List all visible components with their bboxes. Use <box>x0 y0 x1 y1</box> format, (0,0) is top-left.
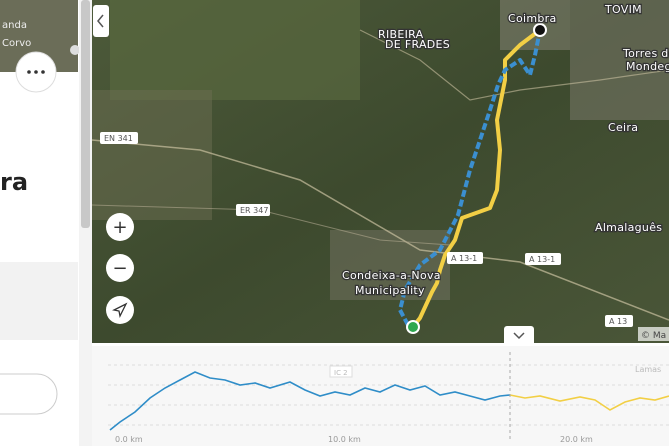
elevation-profile: IC 2 Lamas 0.0 km 10.0 km 20.0 km <box>92 346 669 446</box>
photo-text: anda <box>2 20 27 31</box>
zoom-in-button[interactable] <box>106 213 134 241</box>
map-label: RIBEIRA <box>378 28 424 41</box>
faded-label: IC 2 <box>334 369 348 377</box>
route-end <box>533 23 547 37</box>
x-axis-label: 20.0 km <box>560 435 593 444</box>
profile-yellow <box>509 394 669 411</box>
x-axis-label: 10.0 km <box>328 435 361 444</box>
zoom-out-icon: − <box>112 258 127 279</box>
faded-label: Lamas <box>635 365 661 374</box>
attribution: © Ma <box>641 331 666 341</box>
map-label: Mondego <box>626 60 669 73</box>
map-label: Coimbra <box>508 12 557 25</box>
profile-blue <box>109 371 511 431</box>
map-label: Condeixa-a-Nova <box>342 269 441 282</box>
map-label: Almalaguês <box>595 221 662 234</box>
scroll-thumb[interactable] <box>81 0 90 228</box>
input[interactable] <box>0 373 58 415</box>
map-label: Ceira <box>608 121 638 134</box>
road-label: ER 347 <box>240 206 268 215</box>
collapse-button[interactable] <box>93 5 109 37</box>
map-label: DE FRADES <box>385 38 450 51</box>
route-blue <box>398 29 542 326</box>
map-label: Municipality <box>355 284 425 297</box>
map-label: TOVIM <box>604 3 642 16</box>
expand-profile-button[interactable] <box>504 326 534 346</box>
road-label: A 13-1 <box>529 255 555 264</box>
zoom-in-icon: + <box>112 217 127 238</box>
zoom-out-button[interactable] <box>106 254 134 282</box>
x-axis-label: 0.0 km <box>115 435 143 444</box>
sidebar: anda Corvo ra <box>0 0 92 446</box>
route-title: ra <box>0 168 28 196</box>
photo-text: Corvo <box>2 38 31 49</box>
route-start <box>406 320 420 334</box>
map-label: Torres do <box>622 47 669 60</box>
road-label: A 13-1 <box>451 254 477 263</box>
road-label: A 13 <box>609 317 627 326</box>
road-label: EN 341 <box>104 134 133 143</box>
locate-button[interactable] <box>106 296 134 324</box>
map: Coimbra TOVIM RIBEIRA DE FRADES Torres d… <box>91 0 669 346</box>
